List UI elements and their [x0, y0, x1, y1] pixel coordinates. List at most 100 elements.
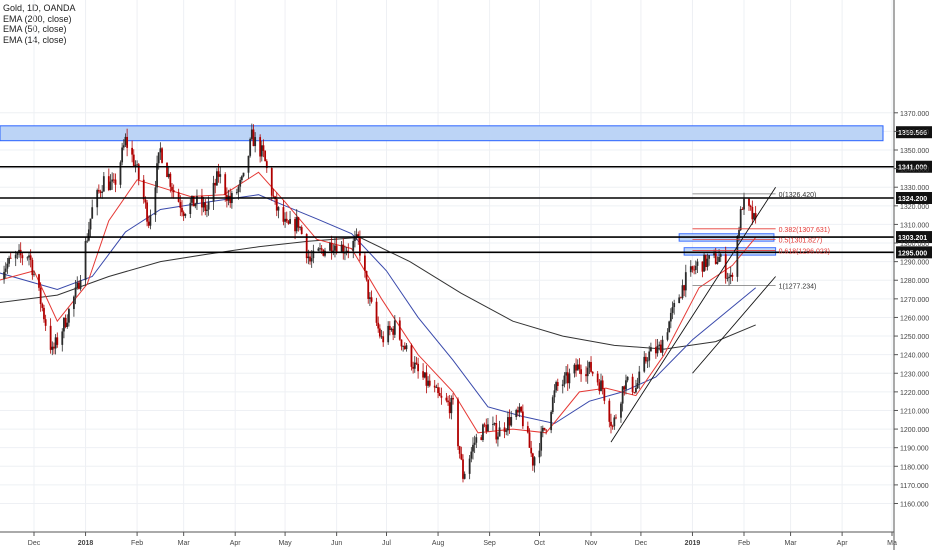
candle-body	[38, 274, 40, 288]
candle-body	[415, 362, 418, 364]
candle-body	[247, 155, 250, 173]
candle-body	[136, 164, 138, 166]
price-tick-label: 1160.000	[900, 502, 929, 509]
candle-body	[556, 382, 559, 387]
candle-body	[748, 198, 750, 206]
candle-body	[367, 279, 370, 299]
time-tick-label: Dec	[635, 540, 648, 547]
candle-body	[18, 249, 20, 253]
candle-body	[541, 427, 544, 432]
candle-body	[61, 331, 64, 345]
trendline	[692, 276, 776, 374]
candle-body	[184, 213, 187, 216]
candle-body	[448, 402, 451, 414]
time-tick-label: 2018	[78, 540, 94, 547]
candle-body	[533, 457, 536, 466]
candle-body	[681, 285, 684, 298]
price-tick-label: 1190.000	[900, 446, 929, 453]
levels-layer: 1341.000 1324.200 1303.201 1295.000 1359.566	[0, 126, 932, 259]
candle-body	[600, 380, 602, 391]
candle-body	[531, 453, 534, 466]
time-tick-label: Nov	[585, 540, 598, 547]
candle-body	[475, 437, 478, 443]
candle-body	[578, 364, 581, 370]
candle-body	[405, 345, 408, 350]
candle-body	[207, 201, 210, 210]
candle-body	[387, 325, 390, 343]
candle-body	[43, 307, 45, 320]
candle-body	[729, 274, 732, 277]
level-price-tag	[896, 192, 932, 205]
candle-body	[21, 255, 24, 259]
candle-body	[518, 406, 521, 413]
candle-body	[623, 386, 626, 390]
candle-body	[307, 256, 310, 259]
candle-body	[669, 312, 672, 322]
candle-body	[445, 397, 448, 401]
candle-body	[181, 207, 183, 213]
time-axis[interactable]: Dec 2018 Feb Mar Apr May Jun Jul Aug Sep Oct Nov Dec…	[28, 532, 897, 547]
candle-body	[701, 261, 704, 272]
price-tick-label: 1280.000	[900, 278, 929, 285]
candle-body	[196, 196, 198, 204]
candle-body	[74, 287, 77, 297]
study-ema14-label[interactable]: EMA (14, close)	[3, 34, 67, 45]
candle-body	[126, 136, 129, 148]
candle-body	[6, 263, 9, 269]
time-tick-label: Apr	[837, 540, 849, 547]
candle-body	[495, 423, 498, 440]
candle-body	[157, 152, 160, 164]
candle-body	[272, 195, 275, 197]
candle-body	[4, 268, 7, 272]
candle-body	[417, 363, 420, 372]
candle-body	[555, 382, 558, 391]
candle-body	[648, 351, 651, 361]
candle-body	[468, 458, 471, 474]
level-price-label: 1303.201	[898, 235, 927, 242]
candle-body	[224, 174, 227, 196]
candle-body	[342, 244, 345, 254]
candle-body	[146, 202, 148, 222]
candle-body	[403, 346, 406, 350]
candle-body	[144, 199, 147, 203]
candle-body	[714, 253, 717, 264]
candle-body	[16, 252, 19, 255]
candle-body	[521, 411, 524, 427]
candle-body	[480, 437, 483, 441]
candle-body	[179, 201, 182, 208]
candle-body	[694, 265, 697, 270]
price-tick-label: 1290.000	[900, 260, 929, 267]
candle-body	[317, 248, 320, 251]
candle-body	[590, 362, 592, 372]
time-tick-label: Ma	[887, 540, 897, 547]
candle-body	[262, 145, 265, 151]
candle-body	[719, 254, 722, 257]
candle-body	[99, 191, 102, 193]
candle-body	[625, 380, 627, 390]
candle-body	[28, 255, 30, 258]
candle-body	[149, 215, 152, 226]
candle-body	[320, 248, 323, 250]
candle-body	[566, 372, 569, 384]
study-ema50-label[interactable]: EMA (50, close)	[3, 24, 67, 34]
support-zone	[683, 247, 777, 256]
candle-body	[671, 307, 674, 313]
candle-body	[575, 364, 577, 371]
study-ema200-label[interactable]: EMA (200, close)	[3, 13, 72, 24]
candle-body	[708, 255, 710, 259]
candle-body	[212, 182, 215, 202]
candle-body	[294, 219, 296, 232]
price-axis[interactable]: 1160.000 1170.000 1180.000 1190.000 1200.000…	[894, 111, 929, 509]
candle-body	[354, 237, 356, 241]
candle-body	[561, 384, 564, 387]
time-tick-label: Jun	[331, 540, 342, 547]
symbol-title[interactable]: Gold, 1D, OANDA	[3, 3, 76, 13]
candle-body	[53, 346, 55, 349]
candle-body	[526, 426, 529, 433]
candle-body	[54, 337, 57, 349]
candle-body	[654, 347, 657, 354]
candle-body	[260, 145, 263, 157]
candle-body	[77, 282, 80, 289]
candle-body	[124, 136, 127, 146]
